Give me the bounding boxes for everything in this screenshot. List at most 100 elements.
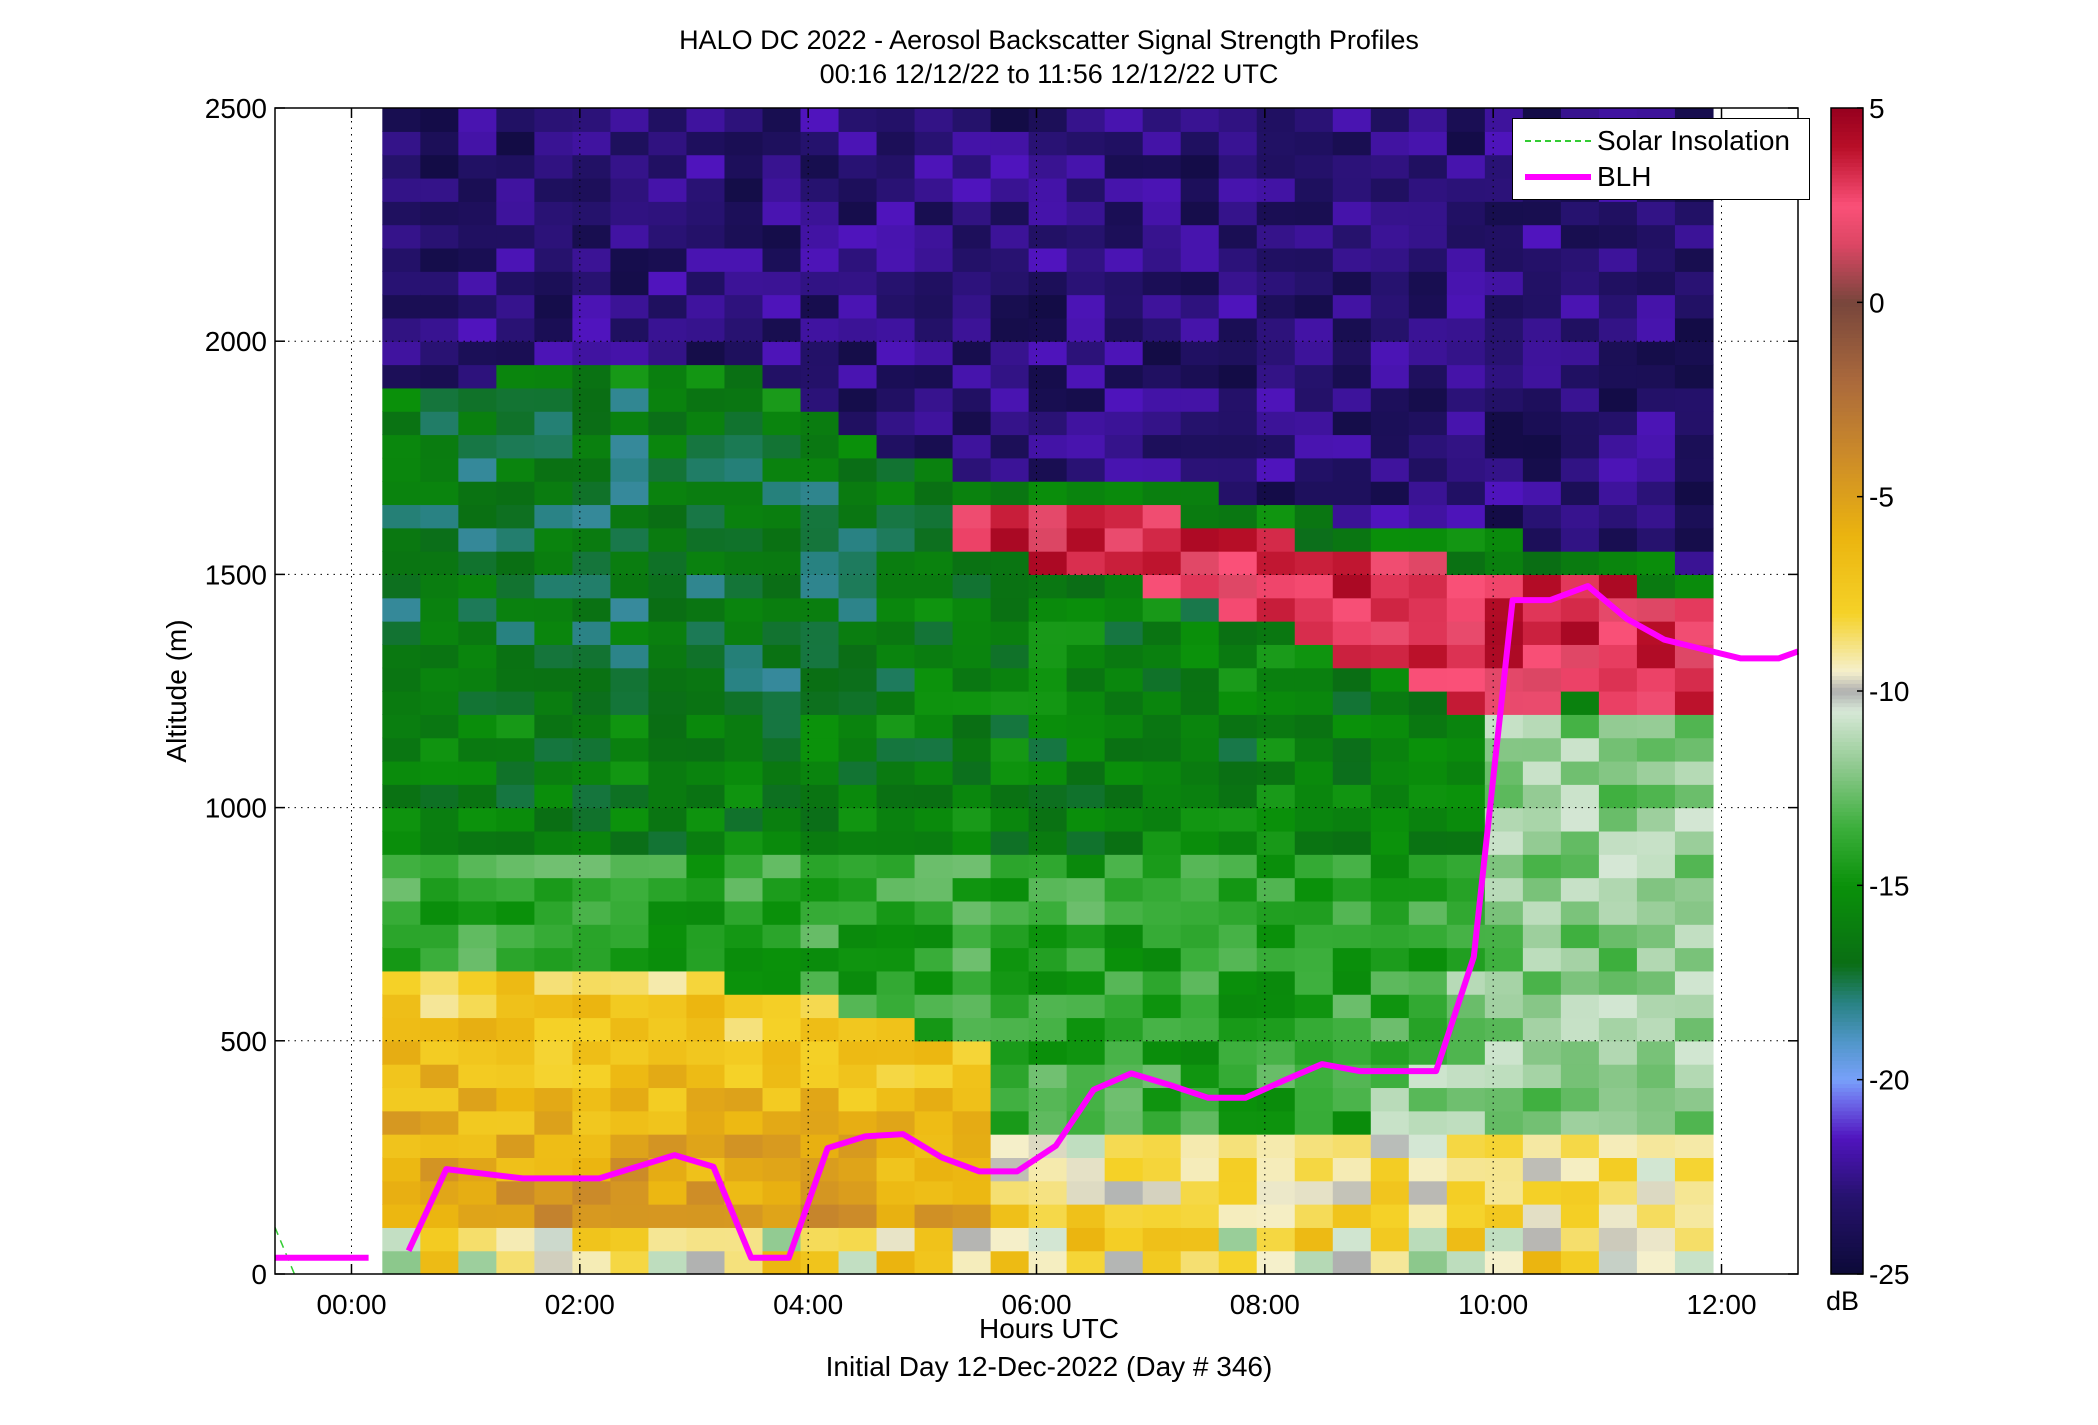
heatmap-cell [1142,1250,1182,1275]
heatmap-cell [1218,504,1258,529]
heatmap-cell [838,527,878,552]
heatmap-cell [1332,341,1372,366]
heatmap-cell [610,1134,650,1158]
heatmap-cell [724,737,764,762]
heatmap-cell [800,760,840,785]
heatmap-cell [686,574,726,599]
heatmap-cell [1522,504,1562,529]
colorbar-swatch [1831,139,1863,144]
heatmap-cell [1674,760,1714,785]
heatmap-cell [1180,737,1220,762]
heatmap-cell [686,1180,726,1205]
heatmap-cell [1180,434,1220,459]
heatmap-cell [1066,131,1106,156]
heatmap-cell [1522,621,1562,645]
heatmap-cell [1294,1110,1334,1135]
heatmap-cell [1066,411,1106,436]
heatmap-cell [838,760,878,785]
colorbar-swatch [1831,1064,1863,1069]
heatmap-cell [686,1064,726,1089]
heatmap-cell [1598,714,1638,739]
heatmap-cell [686,481,726,506]
heatmap-cell [1294,294,1334,319]
heatmap-cell [800,1204,840,1228]
heatmap-cell [1256,457,1296,482]
heatmap-cell [420,1134,459,1158]
heatmap-cell [876,527,916,552]
colorbar-swatch [1831,154,1863,160]
heatmap-cell [724,597,764,622]
heatmap-cell [1104,1180,1144,1205]
heatmap-cell [1484,481,1524,506]
legend-swatch-solar-insolation [1525,140,1591,142]
heatmap-cell [1142,574,1182,599]
heatmap-cell [1294,900,1334,925]
heatmap-cell [1218,924,1258,949]
heatmap-cell [1370,760,1410,785]
heatmap-cell [800,947,840,972]
heatmap-cell [1180,691,1220,715]
heatmap-cell [1636,1134,1676,1158]
colorbar-swatch [1831,1134,1863,1139]
heatmap-cell [1522,411,1562,436]
colorbar-swatch [1831,687,1863,692]
heatmap-cell [382,224,421,249]
heatmap-cell [762,247,802,272]
heatmap-cell [1446,1087,1486,1112]
heatmap-cell [1484,970,1524,995]
heatmap-cell [1294,1227,1334,1252]
heatmap-cell [1142,994,1182,1019]
colorbar-swatch [1831,725,1863,731]
heatmap-cell [572,970,612,995]
heatmap-cell [648,760,688,785]
heatmap-cell [1636,691,1676,715]
heatmap-cell [838,830,878,855]
colorbar-swatch [1831,850,1863,855]
heatmap-cell [1674,271,1714,296]
heatmap-cell [1104,177,1144,202]
heatmap-cell [1180,317,1220,342]
heatmap-cell [1294,1204,1334,1228]
colorbar-swatch [1831,368,1863,373]
heatmap-cell [1332,527,1372,552]
heatmap-cell [1598,1040,1638,1065]
heatmap-cell [1408,177,1448,202]
heatmap-cell [382,1040,421,1065]
heatmap-cell [1408,1087,1448,1112]
heatmap-cell [762,131,802,156]
heatmap-cell [534,317,574,342]
heatmap-cell [1598,527,1638,552]
heatmap-cell [1446,247,1486,272]
heatmap-cell [1104,411,1144,436]
heatmap-cell [1294,224,1334,249]
heatmap-cell [1256,1227,1296,1252]
colorbar-swatch [1831,978,1863,984]
heatmap-cell [800,457,840,482]
heatmap-cell [1522,667,1562,692]
heatmap-cell [1104,434,1144,459]
heatmap-cell [1598,271,1638,296]
heatmap-cell [1294,551,1334,575]
heatmap-cell [1142,481,1182,506]
heatmap-cell [1028,1180,1068,1205]
heatmap-cell [1674,621,1714,645]
heatmap-cell [1180,621,1220,645]
heatmap-cell [1332,644,1372,669]
heatmap-cell [648,247,688,272]
heatmap-cell [496,854,535,879]
heatmap-cell [1560,900,1600,925]
heatmap-cell [1484,1110,1524,1135]
heatmap-cell [838,387,878,412]
heatmap-cell [1066,1017,1106,1042]
colorbar-swatch [1831,535,1863,541]
heatmap-cell [1522,1227,1562,1252]
colorbar-swatch [1831,108,1863,113]
heatmap-cell [876,970,916,995]
heatmap-cell [1180,714,1220,739]
heatmap-cell [1104,574,1144,599]
heatmap-cell [1104,247,1144,272]
heatmap-cell [838,784,878,809]
heatmap-cell [420,387,459,412]
heatmap-cell [1446,131,1486,156]
heatmap-cell [1104,364,1144,389]
